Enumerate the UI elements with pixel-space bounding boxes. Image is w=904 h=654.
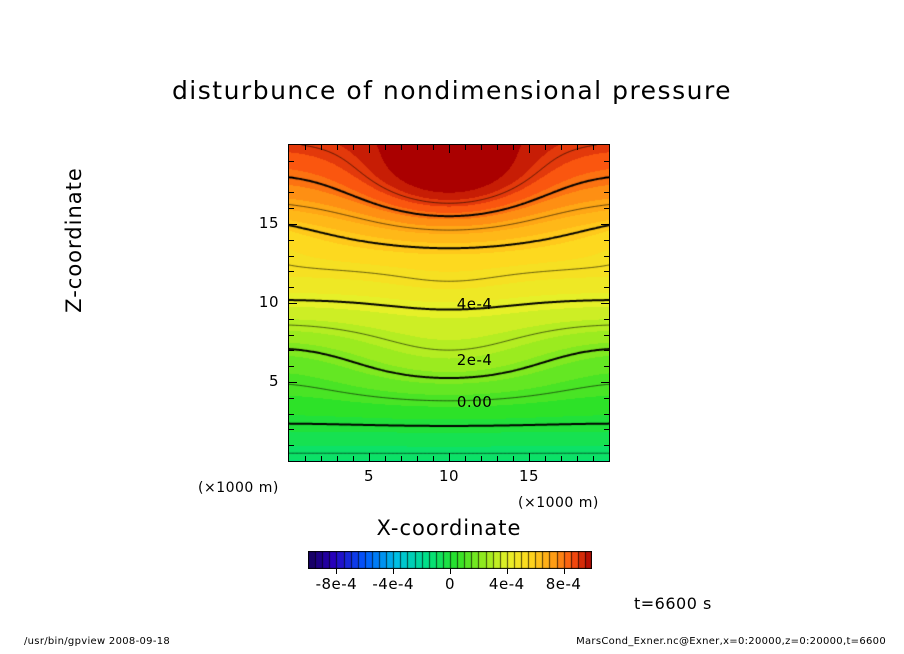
plot-area xyxy=(288,144,610,462)
colorbar-ticks xyxy=(308,569,592,575)
x-tick-label: 15 xyxy=(518,467,540,485)
x-axis-unit: (×1000 m) xyxy=(518,495,599,511)
y-tick-label: 5 xyxy=(268,372,279,390)
colorbar-tick xyxy=(507,569,508,574)
x-axis-label: X-coordinate xyxy=(376,516,522,540)
colorbar-tick xyxy=(564,569,565,574)
x-tick-label: 10 xyxy=(438,467,460,485)
colorbar-tick-label: 4e-4 xyxy=(488,575,525,593)
colorbar-tick-label: 8e-4 xyxy=(545,575,582,593)
colorbar-tick-label: -8e-4 xyxy=(315,575,358,593)
time-annotation: t=6600 s xyxy=(634,594,712,613)
y-axis-label: Z-coordinate xyxy=(62,167,86,313)
colorbar-tick xyxy=(393,569,394,574)
colorbar-tick xyxy=(450,569,451,574)
y-axis-unit: (×1000 m) xyxy=(198,480,279,496)
colorbar-tick-label: -4e-4 xyxy=(372,575,414,593)
footer-right: MarsCond_Exner.nc@Exner,x=0:20000,z=0:20… xyxy=(576,636,886,647)
y-tick-label: 10 xyxy=(258,293,279,311)
x-tick-label: 5 xyxy=(363,467,375,485)
page-title: disturbunce of nondimensional pressure xyxy=(171,76,733,105)
footer-left: /usr/bin/gpview 2008-09-18 xyxy=(24,636,171,647)
colorbar-tick xyxy=(336,569,337,574)
colorbar-tick-label: 0 xyxy=(444,575,456,593)
y-tick-label: 15 xyxy=(258,214,279,232)
contour-field xyxy=(289,145,609,461)
colorbar-gradient xyxy=(308,551,592,569)
colorbar xyxy=(308,551,592,569)
